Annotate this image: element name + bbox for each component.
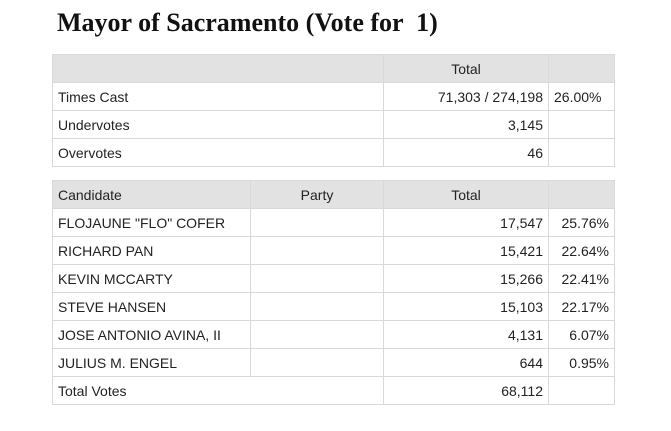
summary-pct	[548, 138, 615, 167]
summary-total: 3,145	[383, 110, 549, 139]
table-row: JULIUS M. ENGEL 644 0.95%	[52, 348, 615, 377]
candidate-name: RICHARD PAN	[52, 236, 251, 265]
table-row: KEVIN MCCARTY 15,266 22.41%	[52, 264, 615, 293]
summary-header-pct	[548, 54, 615, 83]
results-table: Candidate Party Total FLOJAUNE "FLO" COF…	[52, 180, 615, 405]
candidate-party	[250, 320, 384, 349]
table-row: STEVE HANSEN 15,103 22.17%	[52, 292, 615, 321]
summary-row-times-cast: Times Cast 71,303 / 274,198 26.00%	[52, 82, 615, 111]
summary-row-undervotes: Undervotes 3,145	[52, 110, 615, 139]
candidate-total: 644	[383, 348, 549, 377]
summary-label: Undervotes	[52, 110, 384, 139]
page-title: Mayor of Sacramento (Vote for 1)	[57, 8, 438, 37]
total-votes-value: 68,112	[383, 376, 549, 405]
table-row: RICHARD PAN 15,421 22.64%	[52, 236, 615, 265]
header-pct	[548, 180, 615, 209]
summary-header-total: Total	[383, 54, 549, 83]
header-candidate: Candidate	[52, 180, 251, 209]
candidate-total: 15,103	[383, 292, 549, 321]
candidate-pct: 0.95%	[548, 348, 615, 377]
summary-pct	[548, 110, 615, 139]
candidate-total: 15,421	[383, 236, 549, 265]
candidate-total: 17,547	[383, 208, 549, 237]
table-row: FLOJAUNE "FLO" COFER 17,547 25.76%	[52, 208, 615, 237]
total-votes-label: Total Votes	[52, 376, 384, 405]
candidate-party	[250, 236, 384, 265]
candidate-name: JULIUS M. ENGEL	[52, 348, 251, 377]
total-votes-row: Total Votes 68,112	[52, 376, 615, 405]
candidate-total: 15,266	[383, 264, 549, 293]
summary-total: 46	[383, 138, 549, 167]
candidate-party	[250, 292, 384, 321]
candidate-name: JOSE ANTONIO AVINA, II	[52, 320, 251, 349]
candidate-party	[250, 208, 384, 237]
header-party: Party	[250, 180, 384, 209]
summary-header-blank	[52, 54, 384, 83]
summary-table: Total Times Cast 71,303 / 274,198 26.00%…	[52, 54, 615, 167]
candidate-pct: 22.64%	[548, 236, 615, 265]
candidate-pct: 6.07%	[548, 320, 615, 349]
summary-header-row: Total	[52, 54, 615, 83]
summary-pct: 26.00%	[548, 82, 615, 111]
table-row: JOSE ANTONIO AVINA, II 4,131 6.07%	[52, 320, 615, 349]
candidate-total: 4,131	[383, 320, 549, 349]
summary-label: Overvotes	[52, 138, 384, 167]
candidate-pct: 22.41%	[548, 264, 615, 293]
total-votes-pct	[548, 376, 615, 405]
candidate-name: FLOJAUNE "FLO" COFER	[52, 208, 251, 237]
candidate-pct: 25.76%	[548, 208, 615, 237]
candidate-party	[250, 348, 384, 377]
summary-row-overvotes: Overvotes 46	[52, 138, 615, 167]
summary-label: Times Cast	[52, 82, 384, 111]
candidate-pct: 22.17%	[548, 292, 615, 321]
candidate-party	[250, 264, 384, 293]
results-header-row: Candidate Party Total	[52, 180, 615, 209]
header-total: Total	[383, 180, 549, 209]
candidate-name: KEVIN MCCARTY	[52, 264, 251, 293]
candidate-name: STEVE HANSEN	[52, 292, 251, 321]
summary-total: 71,303 / 274,198	[383, 82, 549, 111]
